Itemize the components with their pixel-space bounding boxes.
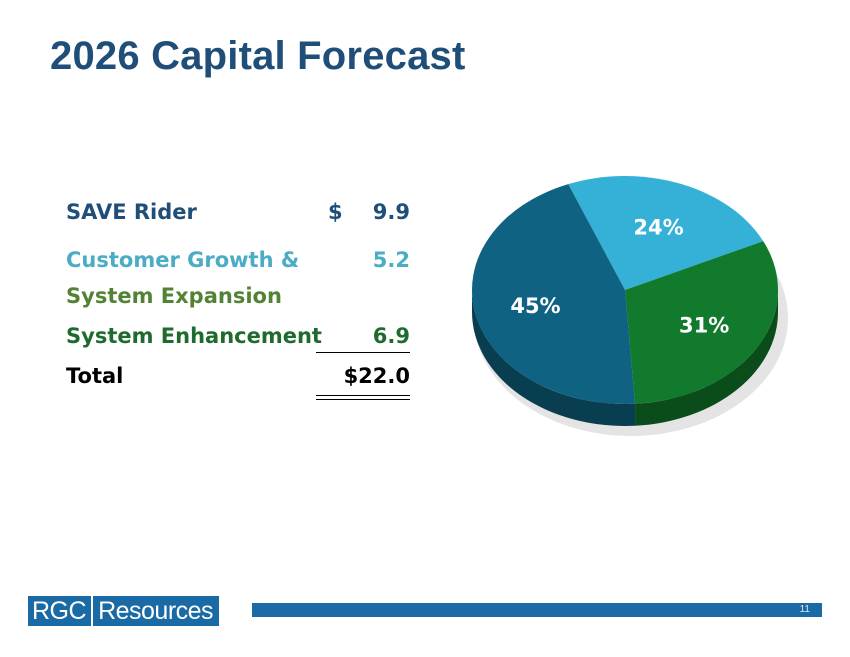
total-value: $22.0: [343, 364, 410, 388]
pie-chart-svg: 24% 31% 45%: [472, 175, 788, 436]
save-rider-label: SAVE Rider: [66, 200, 197, 224]
logo-resources: Resources: [93, 596, 220, 626]
table-row-system-enhancement: System Enhancement 6.9: [66, 324, 412, 364]
footer-bar: 11: [252, 603, 822, 617]
pie-slice-1: [625, 241, 778, 404]
system-enhancement-label: System Enhancement: [66, 324, 322, 348]
table-row-system-expansion: System Expansion: [66, 284, 412, 324]
customer-growth-value: 5.2: [372, 248, 410, 272]
capital-table: SAVE Rider $ 9.9 Customer Growth & 5.2 S…: [66, 200, 412, 404]
pie-side-1-0: [635, 290, 778, 426]
pie-label-0: 24%: [633, 215, 683, 239]
pie-label-1: 31%: [679, 314, 729, 338]
pie-label-2: 45%: [510, 294, 560, 318]
table-row-save-rider: SAVE Rider $ 9.9: [66, 200, 412, 248]
page-title: 2026 Capital Forecast: [50, 34, 466, 78]
pie-slice-0: [568, 175, 764, 290]
subtotal-rule: [316, 352, 410, 353]
system-expansion-label: System Expansion: [66, 284, 282, 308]
pie-chart: 24% 31% 45%: [450, 170, 800, 465]
pie-side-2-0: [472, 290, 636, 426]
logo-rgc: RGC: [28, 596, 94, 626]
total-double-rule: [316, 395, 410, 400]
page-number: 11: [799, 604, 810, 615]
save-rider-value: 9.9: [372, 200, 410, 224]
rgc-resources-logo: RGC Resources: [28, 596, 220, 626]
table-row-customer-growth: Customer Growth & 5.2: [66, 248, 412, 284]
table-row-total: Total $22.0: [66, 364, 412, 404]
system-enhancement-value: 6.9: [372, 324, 410, 348]
pie-slice-2: [472, 184, 636, 404]
customer-growth-label: Customer Growth &: [66, 248, 300, 272]
save-rider-dollar: $: [328, 200, 343, 224]
total-label: Total: [66, 364, 124, 388]
